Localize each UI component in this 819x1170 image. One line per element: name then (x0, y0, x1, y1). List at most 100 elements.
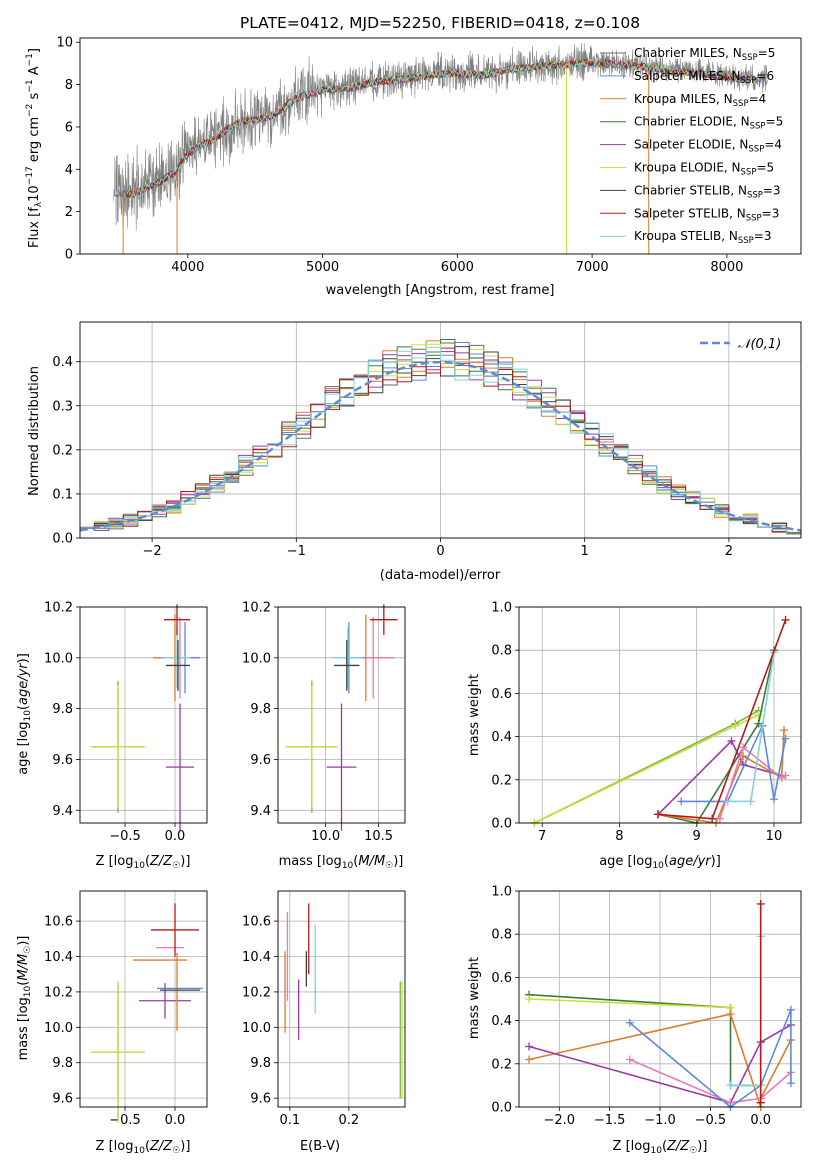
x-tick-label: 8000 (710, 260, 743, 275)
svg-text:Flux [fλ10−17 erg cm−2 s−1 A−1: Flux [fλ10−17 erg cm−2 s−1 A−1] (25, 48, 44, 248)
plus-marker (769, 795, 778, 804)
y-tick-label: 0.2 (491, 1057, 512, 1072)
y-tick-label: 1.0 (491, 885, 512, 900)
y-tick-label: 10.0 (242, 1021, 271, 1036)
y-tick-label: 0.6 (491, 687, 512, 702)
spectrum-panel: 4000 5000 6000 7000 8000 0 2 4 6 8 10 Chabrier MILE… (56, 36, 802, 275)
y-tick-label: 10.2 (44, 601, 73, 616)
normal-distribution-curve (80, 360, 801, 532)
plus-marker (654, 810, 663, 819)
plus-marker (754, 711, 763, 719)
x-tick-label: 0.2 (339, 1113, 360, 1128)
x-tick-label: −1.0 (644, 1113, 676, 1128)
mass-weight-line (528, 1024, 792, 1104)
spectrum-ylabel: Flux [fλ10−17 erg cm−2 s−1 A−1] (25, 48, 44, 248)
mass-weight-line (529, 993, 761, 1087)
legend-entry: Chabrier STELIB, NSSP=3 (634, 183, 781, 200)
y-tick-label: 10.2 (242, 601, 271, 616)
spectrum-xlabel: wavelength [Angstrom, rest frame] (326, 283, 555, 298)
x-tick-label: −1 (287, 544, 306, 559)
plus-marker (726, 1081, 735, 1090)
y-tick-label: 9.8 (250, 1056, 271, 1071)
y-tick-label: 9.8 (52, 702, 73, 717)
figure-title: PLATE=0412, MJD=52250, FIBERID=0418, z=0… (240, 14, 640, 32)
age-vs-metallicity-panel: −0.5 0.0 9.4 9.6 9.8 10.0 10.2 (44, 601, 208, 844)
plus-marker (756, 899, 765, 908)
axes-frame (518, 890, 802, 1108)
axes-frame (79, 890, 208, 1108)
y-tick-label: 6 (65, 120, 73, 135)
y-tick-label: 0.3 (52, 399, 73, 414)
x-tick-label: −2.0 (543, 1113, 575, 1128)
axes-frame (277, 606, 406, 824)
age-mass-xlabel: mass [log10(M/M☉)] (279, 854, 404, 871)
residual-histogram-step (80, 343, 801, 535)
y-tick-label: 9.8 (250, 702, 271, 717)
y-tick-label: 1.0 (491, 601, 512, 616)
model-spectrum (129, 58, 725, 197)
mass-z-ylabel: mass [log10(M/M☉)] (16, 936, 33, 1061)
x-tick-label: −0.5 (109, 829, 141, 844)
mass-weight-line (719, 746, 786, 819)
plus-marker (727, 736, 736, 745)
age-mass-weight-panel: 7 8 9 10 0.0 0.2 0.4 0.6 0.8 1.0 (491, 601, 802, 844)
plus-marker (746, 797, 755, 806)
x-tick-label: 10.0 (311, 829, 340, 844)
x-tick-label: 7 (538, 829, 546, 844)
x-tick-label: 10 (766, 829, 783, 844)
y-tick-label: 10.4 (44, 950, 73, 965)
svg-text:Z [log10(Z/Z☉)]: Z [log10(Z/Z☉)] (613, 1139, 708, 1156)
z-weight-xlabel: Z [log10(Z/Z☉)] (613, 1139, 708, 1156)
legend-entry: Chabrier MILES, NSSP=5 (634, 46, 775, 63)
plus-marker (781, 615, 790, 624)
plus-marker (723, 797, 732, 806)
y-tick-label: 4 (65, 163, 73, 178)
mass-vs-metallicity-panel: −0.5 0.0 9.6 9.8 10.0 10.2 10.4 10.6 (44, 890, 208, 1128)
y-tick-label: 8 (65, 78, 73, 93)
age-z-ylabel: age [log10(age/yr)] (16, 653, 33, 775)
y-tick-label: 9.8 (52, 1056, 73, 1071)
y-tick-label: 9.6 (250, 1092, 271, 1107)
x-tick-label: 8 (615, 829, 623, 844)
x-tick-label: 5000 (306, 260, 339, 275)
x-tick-label: 0 (436, 544, 444, 559)
svg-text:Z [log10(Z/Z☉)]: Z [log10(Z/Z☉)] (96, 854, 191, 871)
z-weight-ylabel: mass weight (467, 957, 482, 1039)
y-tick-label: 10 (56, 36, 73, 51)
y-tick-label: 2 (65, 205, 73, 220)
plus-marker (726, 1010, 735, 1019)
x-tick-label: −2 (143, 544, 162, 559)
y-tick-label: 10.6 (242, 915, 271, 930)
plus-marker (731, 721, 740, 730)
y-tick-label: 10.0 (44, 1021, 73, 1036)
age-z-xlabel: Z [log10(Z/Z☉)] (96, 854, 191, 871)
x-tick-label: −0.5 (695, 1113, 727, 1128)
legend-entry: Kroupa STELIB, NSSP=3 (634, 229, 772, 246)
axes-frame (79, 37, 802, 255)
y-tick-label: 10.2 (44, 985, 73, 1000)
x-tick-label: 0.0 (165, 1113, 186, 1128)
plus-marker (625, 1055, 634, 1064)
legend-entry: Kroupa MILES, NSSP=4 (634, 92, 766, 109)
age-weight-ylabel: mass weight (467, 674, 482, 756)
y-tick-label: 10.6 (44, 915, 73, 930)
residual-histogram-panel: −2 −1 0 1 2 0.0 0.1 0.2 0.3 0.4 𝒩(0,1) (52, 321, 802, 559)
y-tick-label: 0.4 (491, 1014, 512, 1029)
x-tick-label: 0.0 (750, 1113, 771, 1128)
plus-marker (525, 1055, 534, 1064)
mass-vs-ebv-panel: 0.1 0.2 9.6 9.8 10.0 10.2 10.4 10.6 (242, 890, 406, 1128)
mass-weight-line (534, 714, 759, 824)
svg-text:age [log10(age/yr)]: age [log10(age/yr)] (16, 653, 33, 775)
age-vs-mass-panel: 10.0 10.5 9.4 9.6 9.8 10.0 10.2 (242, 601, 406, 844)
plus-marker (781, 734, 790, 743)
x-tick-label: 10.5 (364, 829, 393, 844)
legend-entry: Salpeter STELIB, NSSP=3 (634, 206, 779, 223)
y-tick-label: 10.0 (44, 651, 73, 666)
svg-text:mass [log10(M/M☉)]: mass [log10(M/M☉)] (279, 854, 404, 871)
mass-ebv-xlabel: E(B-V) (300, 1139, 340, 1154)
plus-marker (781, 771, 790, 780)
y-tick-label: 0.0 (491, 1101, 512, 1116)
plus-marker (708, 814, 717, 823)
y-tick-label: 0.6 (491, 971, 512, 986)
plus-marker (677, 797, 686, 806)
